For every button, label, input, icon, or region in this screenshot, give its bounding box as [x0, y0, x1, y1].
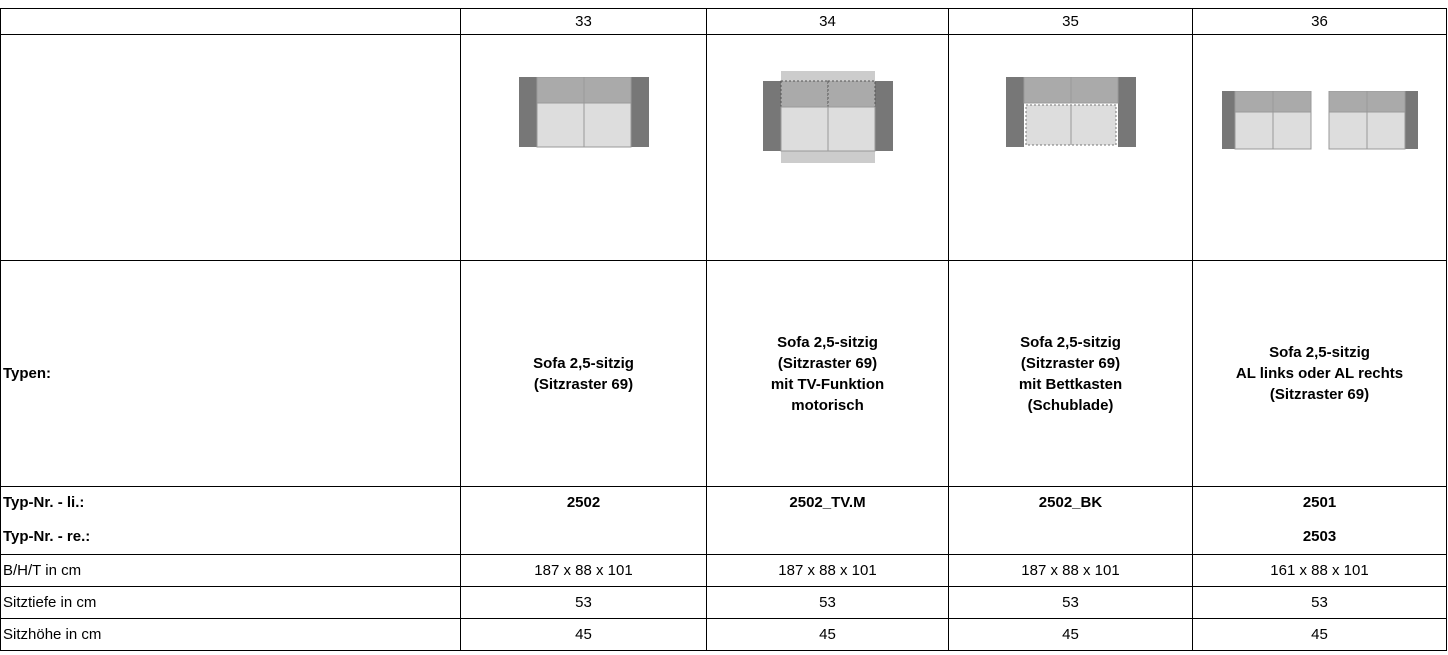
column-number: 33 — [460, 8, 707, 35]
cell: 161 x 88 x 101 — [1192, 554, 1447, 587]
row-label: Sitzhöhe in cm — [0, 618, 461, 651]
cell: 187 x 88 x 101 — [948, 554, 1193, 587]
text: mit TV-Funktion — [770, 375, 885, 393]
row-label: Sitztiefe in cm — [0, 586, 461, 619]
cell — [460, 34, 707, 261]
cell: 2503 — [1192, 518, 1447, 555]
cell — [0, 8, 461, 35]
sitzhoehe-row: Sitzhöhe in cm 45 45 45 45 — [0, 618, 1447, 651]
text: (Sitzraster 69) — [777, 354, 878, 372]
text: Sofa 2,5-sitzig — [1269, 344, 1370, 361]
cell: 2502 — [460, 486, 707, 519]
type-cell: Sofa 2,5-sitzig AL links oder AL rechts (S… — [1192, 260, 1447, 487]
text: Sofa 2,5-sitzig — [533, 354, 634, 372]
cell — [706, 518, 949, 555]
typ-nr-li-row: Typ-Nr. - li.: 2502 2502_TV.M 2502_BK 25… — [0, 486, 1447, 519]
cell — [706, 34, 949, 261]
sitztiefe-row: Sitztiefe in cm 53 53 53 53 — [0, 586, 1447, 619]
column-number: 35 — [948, 8, 1193, 35]
text: mit Bettkasten — [1018, 375, 1123, 393]
text: motorisch — [791, 396, 864, 414]
cell: 53 — [706, 586, 949, 619]
bht-row: B/H/T in cm 187 x 88 x 101 187 x 88 x 10… — [0, 554, 1447, 587]
cell: 45 — [460, 618, 707, 651]
cell: 45 — [948, 618, 1193, 651]
typ-nr-re-row: Typ-Nr. - re.: 2503 — [0, 518, 1447, 555]
text: Sofa 2,5-sitzig — [777, 333, 878, 351]
cell — [948, 518, 1193, 555]
cell: 53 — [1192, 586, 1447, 619]
cell — [1192, 34, 1447, 261]
cell: 187 x 88 x 101 — [460, 554, 707, 587]
cell — [948, 34, 1193, 261]
cell: 2502_BK — [948, 486, 1193, 519]
sofa-diagram — [1221, 90, 1418, 150]
row-label: Typ-Nr. - re.: — [0, 518, 461, 555]
cell: 53 — [460, 586, 707, 619]
type-cell: Sofa 2,5-sitzig (Sitzraster 69) mit TV-Fun… — [706, 260, 949, 487]
sofa-diagram — [1005, 76, 1136, 147]
cell: 2502_TV.M — [706, 486, 949, 519]
number-row: 33 34 35 36 — [0, 8, 1447, 35]
text: (Sitzraster 69) — [533, 375, 634, 393]
row-label: Typ-Nr. - li.: — [0, 486, 461, 519]
type-cell: Sofa 2,5-sitzig (Sitzraster 69) mit Bettka… — [948, 260, 1193, 487]
sofa-diagram — [762, 71, 893, 163]
cell — [0, 34, 461, 261]
cell: 53 — [948, 586, 1193, 619]
text: AL links oder AL rechts — [1235, 365, 1404, 382]
cell: 2501 — [1192, 486, 1447, 519]
row-label: Typen: — [0, 260, 461, 487]
cell: 187 x 88 x 101 — [706, 554, 949, 587]
column-number: 34 — [706, 8, 949, 35]
row-label: B/H/T in cm — [0, 554, 461, 587]
text: (Schublade) — [1027, 396, 1114, 414]
image-row — [0, 34, 1447, 261]
text: Sofa 2,5-sitzig — [1020, 333, 1121, 351]
cell — [460, 518, 707, 555]
product-table: 33 34 35 36 — [0, 8, 1447, 651]
column-number: 36 — [1192, 8, 1447, 35]
cell: 45 — [706, 618, 949, 651]
types-row: Typen: Sofa 2,5-sitzig (Sitzraster 69) So… — [0, 260, 1447, 487]
text: (Sitzraster 69) — [1020, 354, 1121, 372]
sofa-diagram — [518, 76, 649, 148]
type-cell: Sofa 2,5-sitzig (Sitzraster 69) — [460, 260, 707, 487]
cell: 45 — [1192, 618, 1447, 651]
text: (Sitzraster 69) — [1269, 386, 1370, 403]
